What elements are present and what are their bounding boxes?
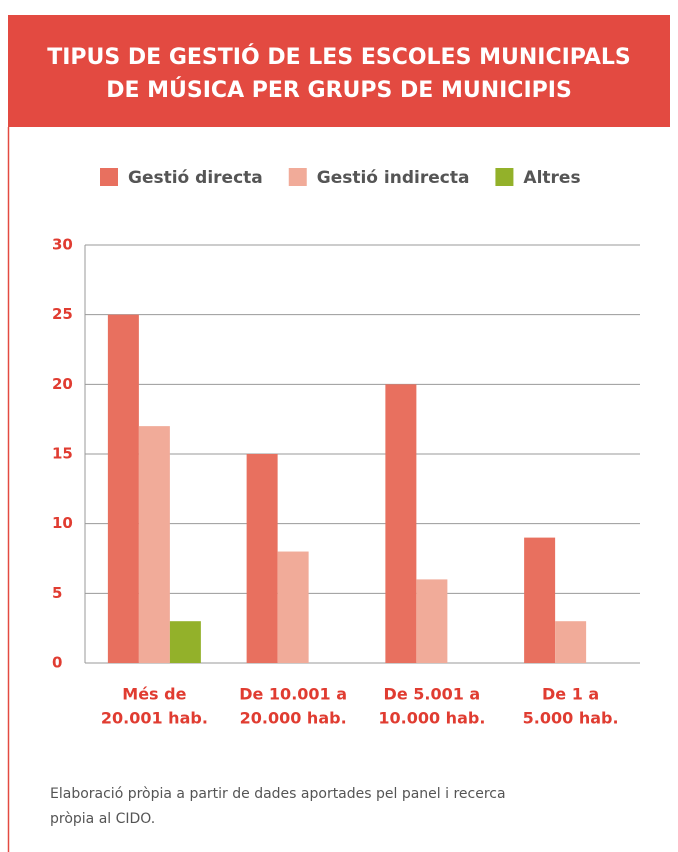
y-tick-label: 25 [52,305,73,323]
y-tick-label: 10 [52,514,73,532]
legend-label: Altres [523,168,580,188]
bar [107,314,139,663]
legend-swatch [495,168,514,186]
legend-label: Gestió directa [128,168,263,188]
x-tick-label: 20.001 hab. [101,709,208,728]
legend-swatch [288,168,307,186]
bar [277,551,309,663]
header-band [8,15,670,127]
legend-swatch [100,168,118,186]
bar [138,426,170,663]
x-tick-label: 20.000 hab. [240,709,347,728]
bar [169,621,201,663]
x-tick-label: De 10.001 a [239,685,347,704]
bar [555,621,587,663]
y-tick-label: 15 [52,445,73,463]
x-tick-label: Més de [122,685,186,704]
y-tick-label: 30 [52,236,73,254]
source-note: pròpia al CIDO. [50,811,155,827]
y-tick-label: 20 [52,375,73,393]
x-tick-label: 5.000 hab. [523,709,619,728]
x-tick-label: De 5.001 a [384,685,481,704]
source-note: Elaboració pròpia a partir de dades apor… [50,786,506,802]
x-tick-label: De 1 a [542,685,599,704]
y-tick-label: 5 [52,584,62,602]
bar [385,384,417,663]
x-tick-label: 10.000 hab. [378,709,485,728]
chart-title: TIPUS DE GESTIÓ DE LES ESCOLES MUNICIPAL… [47,44,631,70]
bar [246,454,278,663]
y-tick-label: 0 [52,654,62,672]
bar [524,537,556,663]
chart-title: DE MÚSICA PER GRUPS DE MUNICIPIS [106,77,572,103]
legend-label: Gestió indirecta [317,168,470,188]
bar [416,579,448,663]
